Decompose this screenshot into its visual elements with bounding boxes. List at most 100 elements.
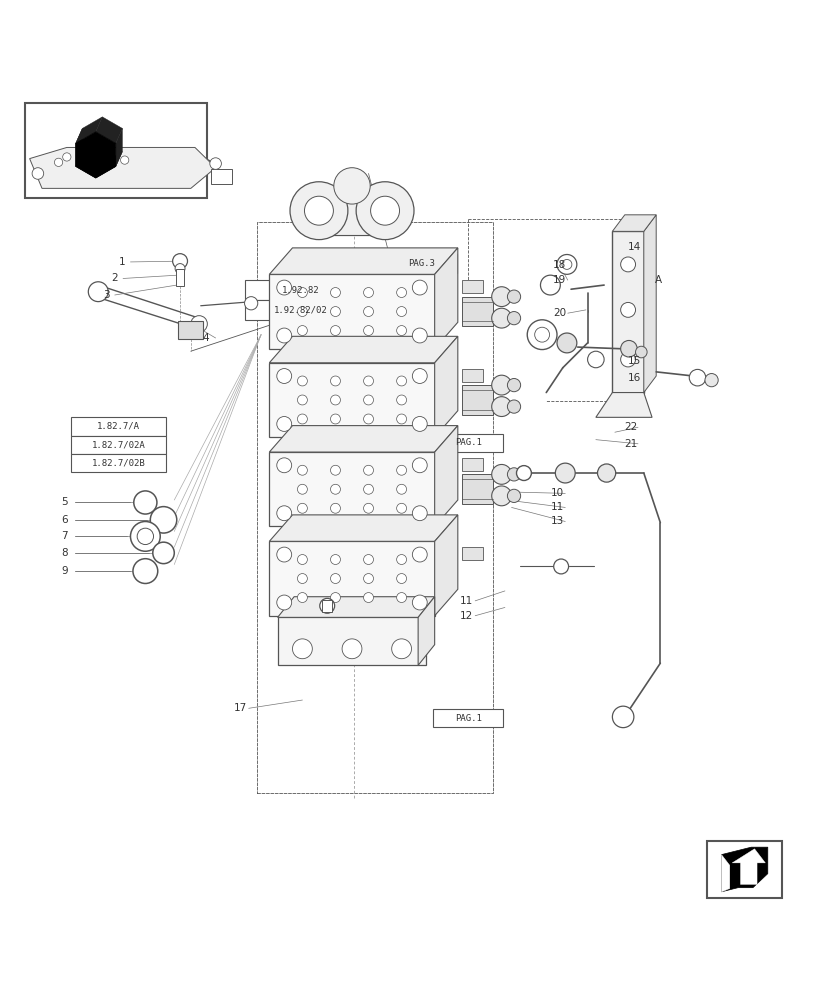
Circle shape <box>153 542 174 564</box>
Bar <box>244 300 356 320</box>
Text: 15: 15 <box>628 356 641 366</box>
Circle shape <box>32 168 44 179</box>
Circle shape <box>396 307 406 316</box>
Circle shape <box>412 595 427 610</box>
Circle shape <box>330 307 340 316</box>
Text: 5: 5 <box>61 497 68 507</box>
Circle shape <box>491 375 511 395</box>
Circle shape <box>363 326 373 336</box>
Polygon shape <box>643 215 656 393</box>
Circle shape <box>292 639 312 659</box>
Bar <box>71 454 166 472</box>
Circle shape <box>330 395 340 405</box>
Circle shape <box>527 320 557 350</box>
Circle shape <box>342 639 361 659</box>
Circle shape <box>297 326 307 336</box>
Circle shape <box>516 466 531 480</box>
Bar <box>71 436 166 454</box>
Circle shape <box>491 308 511 328</box>
Circle shape <box>330 465 340 475</box>
Bar <box>461 385 493 415</box>
Text: 1.82.7/02A: 1.82.7/02A <box>92 440 146 449</box>
Polygon shape <box>30 147 215 188</box>
Circle shape <box>562 259 571 269</box>
Polygon shape <box>434 336 457 437</box>
Circle shape <box>333 168 370 204</box>
Circle shape <box>244 297 257 310</box>
Circle shape <box>276 595 291 610</box>
Circle shape <box>540 275 560 295</box>
Circle shape <box>330 326 340 336</box>
Circle shape <box>507 489 520 502</box>
Circle shape <box>304 196 333 225</box>
Text: 20: 20 <box>552 308 566 318</box>
Text: 4: 4 <box>202 333 208 343</box>
Polygon shape <box>434 248 457 349</box>
Bar <box>175 269 184 286</box>
Text: 9: 9 <box>61 566 68 576</box>
Circle shape <box>209 158 221 169</box>
Circle shape <box>491 464 511 484</box>
Bar <box>211 169 232 184</box>
Polygon shape <box>269 336 457 363</box>
Bar <box>269 363 434 437</box>
Circle shape <box>297 465 307 475</box>
Circle shape <box>172 254 187 269</box>
Bar <box>269 541 434 616</box>
Circle shape <box>363 376 373 386</box>
Circle shape <box>491 287 511 307</box>
Circle shape <box>297 395 307 405</box>
Circle shape <box>620 352 635 367</box>
Circle shape <box>396 326 406 336</box>
Circle shape <box>121 156 129 164</box>
Circle shape <box>63 153 71 161</box>
Circle shape <box>363 574 373 583</box>
Bar <box>433 434 503 452</box>
Circle shape <box>319 598 334 613</box>
Text: PAG.1: PAG.1 <box>454 438 481 447</box>
Polygon shape <box>75 152 103 178</box>
Circle shape <box>88 282 108 302</box>
Text: 12: 12 <box>460 611 473 621</box>
Circle shape <box>491 397 511 417</box>
Circle shape <box>297 555 307 564</box>
Circle shape <box>297 288 307 297</box>
Text: 8: 8 <box>61 548 68 558</box>
Circle shape <box>330 376 340 386</box>
Polygon shape <box>720 855 729 892</box>
Circle shape <box>553 559 568 574</box>
Circle shape <box>356 182 414 240</box>
Bar <box>386 254 457 273</box>
Bar <box>461 280 482 293</box>
Polygon shape <box>96 152 122 178</box>
Bar <box>706 841 781 898</box>
Circle shape <box>131 521 160 551</box>
Circle shape <box>55 158 63 166</box>
Polygon shape <box>269 515 457 541</box>
Bar <box>461 369 482 382</box>
Circle shape <box>363 414 373 424</box>
Circle shape <box>612 706 633 728</box>
Text: 7: 7 <box>61 531 68 541</box>
Circle shape <box>363 593 373 602</box>
Circle shape <box>330 503 340 513</box>
Circle shape <box>507 468 520 481</box>
Bar <box>310 186 393 235</box>
Circle shape <box>276 280 291 295</box>
Circle shape <box>396 574 406 583</box>
Polygon shape <box>434 515 457 616</box>
Circle shape <box>330 288 340 297</box>
Circle shape <box>133 559 158 583</box>
Text: 16: 16 <box>628 373 641 383</box>
Bar <box>277 617 426 665</box>
Circle shape <box>330 414 340 424</box>
Polygon shape <box>269 426 457 452</box>
Bar <box>612 231 643 393</box>
Circle shape <box>190 316 207 332</box>
Circle shape <box>297 307 307 316</box>
Circle shape <box>396 376 406 386</box>
Circle shape <box>363 395 373 405</box>
Bar <box>244 280 356 300</box>
Circle shape <box>620 340 637 357</box>
Text: 10: 10 <box>550 488 563 498</box>
